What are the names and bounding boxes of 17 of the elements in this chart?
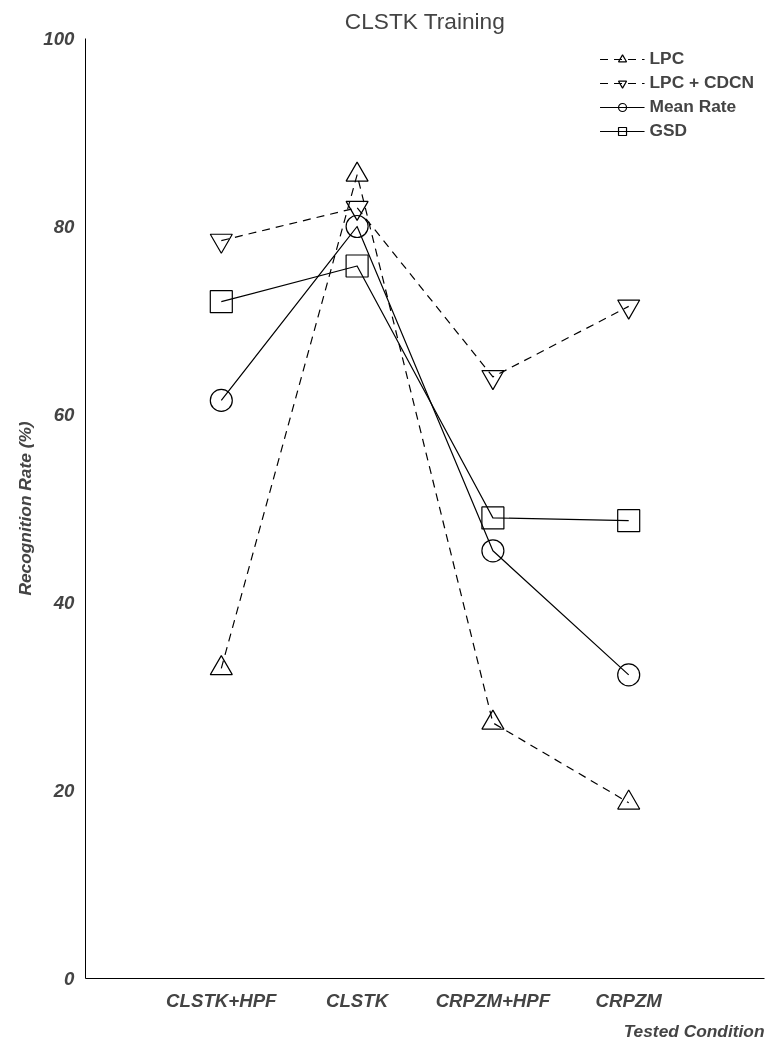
legend-label: GSD <box>649 120 688 141</box>
y-tick-label: 100 <box>43 28 76 49</box>
legend-label: LPC <box>649 48 685 69</box>
legend-label: LPC + CDCN <box>649 72 754 93</box>
y-tick-label: 0 <box>64 968 76 989</box>
legend-label: Mean Rate <box>649 96 737 117</box>
x-tick-label: CRPZM+HPF <box>435 989 551 1011</box>
y-tick-label: 80 <box>53 216 76 237</box>
x-axis-title: Tested Condition <box>623 1020 765 1041</box>
x-tick-label: CLSTK <box>326 989 390 1011</box>
x-tick-label: CRPZM <box>595 989 663 1011</box>
x-tick-label: CLSTK+HPF <box>166 989 278 1011</box>
y-axis-title: Recognition Rate (%) <box>15 421 36 596</box>
y-tick-label: 60 <box>53 404 76 425</box>
y-tick-label: 40 <box>52 592 76 613</box>
chart-title: CLSTK Training <box>344 7 505 34</box>
y-tick-label: 20 <box>52 780 76 801</box>
